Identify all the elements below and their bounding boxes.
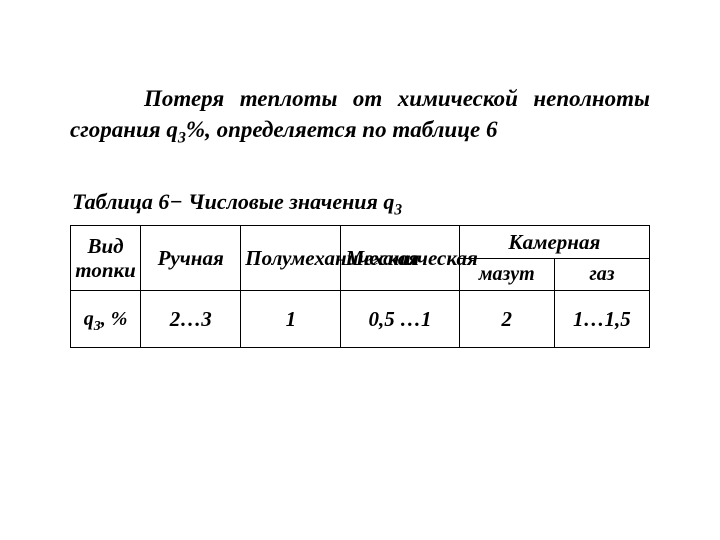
cell-v5: 1…1,5 <box>554 291 649 348</box>
intro-sub: 3 <box>178 130 186 147</box>
cell-v4: 2 <box>459 291 554 348</box>
hdr-col3: Полумеханическая <box>241 226 341 291</box>
hdr-col4: Механическая <box>341 226 459 291</box>
cell-v1: 2…3 <box>141 291 241 348</box>
hdr-col5: Камерная <box>459 226 649 259</box>
table-header-row-1: Вид топки Ручная Полумеханическая Механи… <box>71 226 650 259</box>
row-label-sub: 3 <box>94 319 101 334</box>
hdr-sub2: газ <box>554 259 649 291</box>
q3-table: Вид топки Ручная Полумеханическая Механи… <box>70 225 650 348</box>
hdr-col2: Ручная <box>141 226 241 291</box>
caption-lead: Таблица 6− Числовые значения q <box>72 189 394 214</box>
table-caption: Таблица 6− Числовые значения q3 <box>72 189 650 215</box>
hdr-col1: Вид топки <box>71 226 141 291</box>
intro-paragraph: Потеря теплоты от химической неполноты с… <box>70 83 650 145</box>
intro-text-2: %, определяется по таблице 6 <box>186 117 498 142</box>
cell-v3: 0,5 …1 <box>341 291 459 348</box>
row-label-main: q <box>84 308 94 330</box>
cell-v2: 1 <box>241 291 341 348</box>
caption-sub: 3 <box>394 201 402 218</box>
table-data-row: q3, % 2…3 1 0,5 …1 2 1…1,5 <box>71 291 650 348</box>
row-label-tail: , % <box>101 308 128 330</box>
page-root: Потеря теплоты от химической неполноты с… <box>0 0 720 540</box>
row-label: q3, % <box>71 291 141 348</box>
